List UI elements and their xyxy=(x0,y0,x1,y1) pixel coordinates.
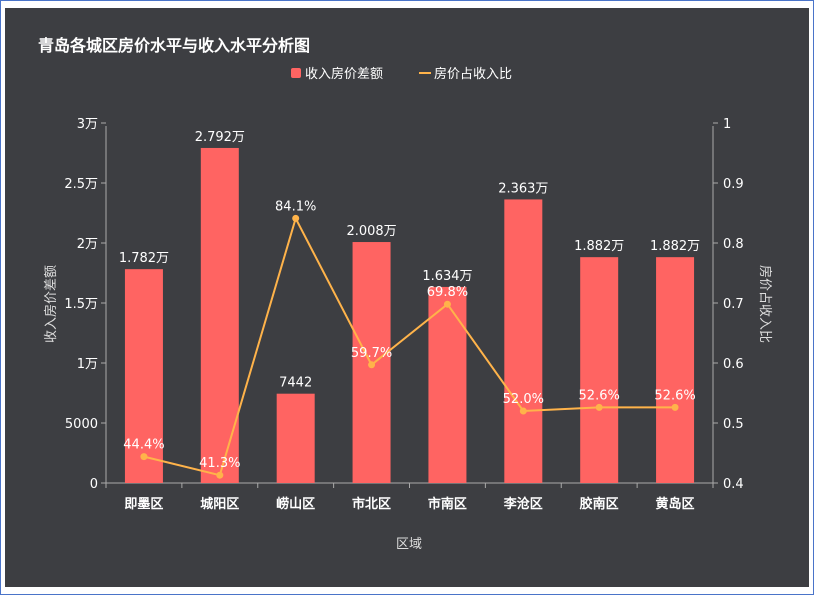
legend-bar-label[interactable]: 收入房价差额 xyxy=(305,66,383,82)
bar xyxy=(200,147,239,483)
bar xyxy=(504,199,543,483)
bar xyxy=(580,257,619,483)
y-left-tick-label: 1.5万 xyxy=(64,297,98,312)
line-value-label: 44.4% xyxy=(123,438,164,453)
line-value-label: 52.0% xyxy=(503,392,544,407)
x-axis-categories: 即墨区 城阳区 崂山区 市北区 市南区 李沧区 胶南区 黄岛区 xyxy=(105,483,714,512)
line-point xyxy=(443,300,451,308)
line-point xyxy=(140,453,148,461)
y-left-tick-label: 2.5万 xyxy=(64,177,98,192)
bar xyxy=(428,286,467,483)
bar-value-label: 1.882万 xyxy=(650,239,700,254)
bar-value-label: 7442 xyxy=(279,376,312,391)
line-value-label: 52.6% xyxy=(654,388,695,403)
bar-value-label: 2.008万 xyxy=(346,224,396,239)
line-value-label: 84.1% xyxy=(275,199,316,214)
y-right-tick-label: 0.4 xyxy=(723,477,744,492)
y-right-tick-label: 0.5 xyxy=(723,417,744,432)
line-point xyxy=(368,361,376,369)
chart-title: 青岛各城区房价水平与收入水平分析图 xyxy=(38,36,310,55)
chart-panel: 青岛各城区房价水平与收入水平分析图 收入房价差额 房价占收入比 0 5000 1万 1… xyxy=(5,8,809,587)
y-right-tick-label: 0.9 xyxy=(723,177,744,192)
line-value-label: 52.6% xyxy=(579,388,620,403)
bar xyxy=(656,257,695,483)
line-value-label: 59.7% xyxy=(351,346,392,361)
x-tick-label: 即墨区 xyxy=(124,497,163,512)
y-axis-left-title: 收入房价差额 xyxy=(43,265,59,343)
legend-bar-marker xyxy=(291,68,301,78)
y-axis-right-ticks: 0.4 0.5 0.6 0.7 0.8 0.9 1 xyxy=(713,117,744,492)
x-tick-label: 李沧区 xyxy=(503,496,543,512)
line-point xyxy=(292,214,300,222)
bar-value-label: 1.882万 xyxy=(574,239,624,254)
y-left-tick-label: 0 xyxy=(90,477,98,492)
bar xyxy=(276,393,315,483)
x-axis-title: 区域 xyxy=(396,537,422,552)
y-axis-left-ticks: 0 5000 1万 1.5万 2万 2.5万 3万 xyxy=(64,117,106,492)
legend[interactable]: 收入房价差额 房价占收入比 xyxy=(291,66,512,82)
x-tick-label: 黄岛区 xyxy=(656,496,695,512)
line-point xyxy=(519,407,527,415)
chart-svg: 青岛各城区房价水平与收入水平分析图 收入房价差额 房价占收入比 0 5000 1万 1… xyxy=(38,36,773,552)
y-axis-right-title: 房价占收入比 xyxy=(757,265,773,343)
x-tick-label: 市南区 xyxy=(428,496,467,512)
line-value-label: 69.8% xyxy=(427,285,468,300)
bar-series: 1.782万 2.792万 7442 2.008万 1.634万 2.363万 1.882万… xyxy=(119,130,700,483)
line-value-label: 41.3% xyxy=(199,456,240,471)
y-right-tick-label: 1 xyxy=(723,117,731,132)
y-right-tick-label: 0.8 xyxy=(723,237,744,252)
y-left-tick-label: 2万 xyxy=(77,237,98,252)
line-point xyxy=(595,403,603,411)
y-left-tick-label: 3万 xyxy=(77,117,98,132)
x-tick-label: 崂山区 xyxy=(276,496,315,512)
y-right-tick-label: 0.7 xyxy=(723,297,744,312)
bar-value-label: 2.792万 xyxy=(195,130,245,145)
bar-value-label: 1.634万 xyxy=(422,269,472,284)
legend-line-label[interactable]: 房价占收入比 xyxy=(434,66,512,82)
line-point xyxy=(216,471,224,479)
y-left-tick-label: 5000 xyxy=(65,417,98,432)
x-tick-label: 市北区 xyxy=(352,496,391,512)
bar-value-label: 1.782万 xyxy=(119,251,169,266)
line-series: 44.4% 41.3% 84.1% 59.7% 69.8% 52.0% 52.6% 52.6% xyxy=(123,199,696,479)
bar xyxy=(124,269,163,483)
x-tick-label: 胶南区 xyxy=(580,496,619,512)
bar-value-label: 2.363万 xyxy=(498,181,548,196)
y-right-tick-label: 0.6 xyxy=(723,357,744,372)
ratio-line xyxy=(143,215,676,477)
y-left-tick-label: 1万 xyxy=(77,357,98,372)
line-point xyxy=(671,403,679,411)
x-tick-label: 城阳区 xyxy=(200,496,239,512)
